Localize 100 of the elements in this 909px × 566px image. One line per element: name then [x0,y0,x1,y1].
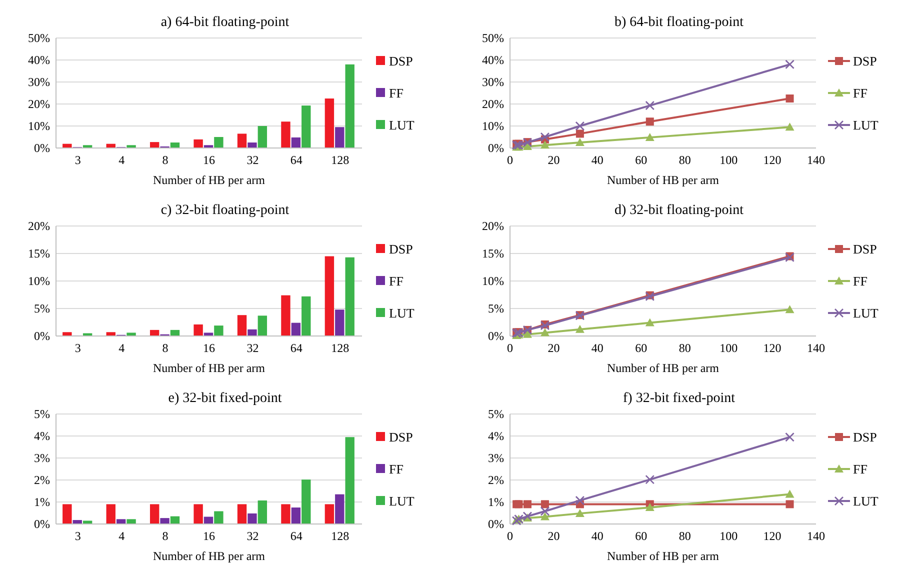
legend-label: DSP [389,430,413,444]
x-axis-title: Number of HB per arm [153,361,266,375]
y-tick-label: 10% [482,119,504,133]
x-axis-title: Number of HB per arm [153,173,266,187]
x-tick-label: 60 [635,529,648,543]
chart-title: b) 64-bit floating-point [614,15,744,30]
y-tick-label: 10% [28,274,50,288]
x-tick-label: 32 [246,529,259,543]
y-tick-label: 30% [482,75,504,89]
x-axis-title: Number of HB per arm [607,361,720,375]
x-tick-label: 32 [246,341,259,355]
x-axis-title: Number of HB per arm [153,549,266,563]
y-tick-label: 3% [488,451,504,465]
y-tick-label: 30% [28,75,50,89]
x-tick-label: 120 [763,153,782,167]
legend-label: FF [389,462,404,476]
legend-label: LUT [853,118,878,132]
x-tick-label: 3 [74,153,81,167]
y-tick-label: 0% [34,329,50,343]
x-tick-label: 80 [678,341,691,355]
x-tick-label: 100 [720,529,738,543]
x-tick-label: 8 [162,153,168,167]
y-tick-label: 0% [488,141,504,155]
x-tick-label: 3 [74,529,81,543]
y-tick-label: 10% [28,119,50,133]
x-tick-label: 4 [118,153,125,167]
x-tick-label: 40 [591,529,604,543]
x-tick-label: 120 [763,529,782,543]
y-tick-label: 1% [488,495,504,509]
x-tick-label: 128 [331,153,350,167]
legend-label: LUT [389,306,414,320]
x-tick-label: 80 [678,529,691,543]
x-tick-label: 64 [290,529,302,543]
y-tick-label: 4% [488,429,504,443]
legend-label: FF [853,86,868,100]
x-tick-label: 100 [720,153,738,167]
legend-label: DSP [853,242,877,256]
x-tick-label: 4 [118,341,125,355]
y-tick-label: 20% [28,219,50,233]
legend-label: DSP [853,54,877,68]
x-tick-label: 16 [203,529,215,543]
legend-label: FF [389,86,404,100]
x-tick-label: 40 [591,153,604,167]
x-axis-title: Number of HB per arm [607,549,720,563]
x-axis-title: Number of HB per arm [607,173,720,187]
x-tick-label: 120 [763,341,782,355]
x-tick-label: 16 [203,341,215,355]
y-tick-label: 4% [34,429,50,443]
legend-label: LUT [853,306,878,320]
x-tick-label: 20 [548,153,560,167]
x-tick-label: 0 [507,529,513,543]
x-tick-label: 0 [507,153,513,167]
chart-title: c) 32-bit floating-point [160,203,290,218]
x-tick-label: 60 [635,153,648,167]
x-tick-label: 8 [162,341,168,355]
y-tick-label: 5% [34,302,50,316]
y-tick-label: 20% [482,97,504,111]
y-tick-label: 1% [34,495,50,509]
y-tick-label: 15% [482,246,504,260]
x-tick-label: 64 [290,341,302,355]
x-tick-label: 0 [507,341,513,355]
y-tick-label: 0% [488,517,504,531]
legend-label: FF [853,274,868,288]
y-tick-label: 5% [34,407,50,421]
x-tick-label: 20 [548,529,560,543]
x-tick-label: 32 [246,153,259,167]
x-tick-label: 80 [678,153,691,167]
x-tick-label: 100 [720,341,738,355]
y-tick-label: 5% [488,407,504,421]
legend-label: LUT [853,494,878,508]
x-tick-label: 128 [331,529,350,543]
legend-label: DSP [389,54,413,68]
legend-label: FF [853,462,868,476]
chart-title: a) 64-bit floating-point [160,15,290,30]
x-tick-label: 128 [331,341,350,355]
chart-title: f) 32-bit fixed-point [623,391,736,406]
legend-label: FF [389,274,404,288]
y-tick-label: 20% [28,97,50,111]
x-tick-label: 60 [635,341,648,355]
x-tick-label: 140 [807,529,825,543]
x-tick-label: 3 [74,341,81,355]
x-tick-label: 140 [807,153,825,167]
y-tick-label: 0% [34,141,50,155]
x-tick-label: 64 [290,153,302,167]
x-tick-label: 140 [807,341,825,355]
y-tick-label: 40% [28,53,50,67]
legend-label: DSP [389,242,413,256]
y-tick-label: 2% [34,473,50,487]
x-tick-label: 40 [591,341,604,355]
y-tick-label: 0% [34,517,50,531]
y-tick-label: 0% [488,329,504,343]
y-tick-label: 50% [28,31,50,45]
y-tick-label: 20% [482,219,504,233]
y-tick-label: 50% [482,31,504,45]
legend-label: LUT [389,118,414,132]
legend-label: LUT [389,494,414,508]
y-tick-label: 5% [488,302,504,316]
chart-title: e) 32-bit fixed-point [168,391,282,406]
x-tick-label: 20 [548,341,560,355]
x-tick-label: 4 [118,529,125,543]
